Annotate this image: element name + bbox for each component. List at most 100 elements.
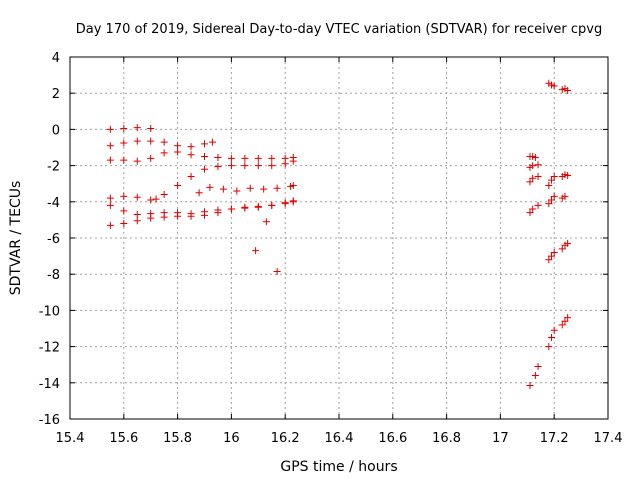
x-tick-label: 17.4 bbox=[594, 431, 623, 446]
data-point bbox=[534, 363, 542, 371]
ticks-layer: 15.4 15.6 15.8 16 16.2 16.4 16.6 16.8 17 17.2 17.4… bbox=[39, 51, 623, 446]
data-point bbox=[254, 202, 262, 210]
y-tick-label: 0 bbox=[52, 123, 60, 138]
data-point bbox=[545, 200, 553, 208]
data-point bbox=[227, 162, 235, 170]
data-point bbox=[201, 153, 208, 161]
data-point bbox=[241, 203, 249, 211]
data-point bbox=[209, 138, 217, 146]
data-point bbox=[160, 149, 168, 157]
data-point bbox=[133, 124, 141, 132]
x-tick-label: 16.4 bbox=[325, 431, 354, 446]
data-point bbox=[187, 212, 195, 220]
data-point bbox=[147, 137, 155, 145]
data-point bbox=[558, 321, 566, 329]
series-arc-h bbox=[526, 153, 542, 390]
data-point bbox=[289, 182, 297, 190]
data-point bbox=[534, 161, 542, 169]
data-point bbox=[268, 162, 276, 170]
data-point bbox=[262, 218, 270, 226]
data-point bbox=[106, 221, 114, 229]
data-point bbox=[214, 153, 222, 161]
data-point bbox=[529, 162, 537, 170]
data-point bbox=[289, 157, 297, 165]
chart-title: Day 170 of 2019, Sidereal Day-to-day VTE… bbox=[76, 22, 602, 37]
data-point bbox=[241, 162, 249, 170]
data-point bbox=[268, 154, 276, 162]
data-point bbox=[174, 142, 182, 150]
data-point bbox=[195, 189, 203, 197]
data-point bbox=[548, 334, 556, 342]
data-point bbox=[564, 86, 572, 94]
data-point bbox=[246, 184, 254, 192]
data-point bbox=[187, 172, 195, 180]
data-point bbox=[133, 210, 141, 218]
data-point bbox=[120, 192, 128, 200]
x-axis-label: GPS time / hours bbox=[280, 459, 397, 475]
data-point bbox=[526, 178, 534, 186]
y-tick-label: -8 bbox=[47, 268, 60, 283]
series-arc-g bbox=[195, 182, 297, 197]
data-point bbox=[187, 143, 195, 151]
data-point bbox=[289, 198, 297, 206]
series-isolated bbox=[252, 218, 281, 275]
data-point bbox=[219, 185, 227, 193]
data-point bbox=[227, 154, 235, 162]
data-point bbox=[526, 209, 534, 217]
data-point bbox=[534, 172, 542, 180]
x-tick-label: 16.2 bbox=[271, 431, 300, 446]
data-point bbox=[526, 382, 534, 390]
data-point bbox=[545, 182, 553, 190]
data-point bbox=[201, 140, 208, 148]
series-arc-c bbox=[106, 148, 297, 165]
data-point bbox=[558, 245, 566, 253]
x-tick-label: 15.8 bbox=[163, 431, 192, 446]
series-arc-f bbox=[106, 198, 297, 229]
y-axis-label: SDTVAR / TECUs bbox=[8, 181, 24, 296]
data-point bbox=[106, 142, 114, 150]
data-point bbox=[564, 172, 572, 180]
data-point bbox=[214, 163, 222, 171]
data-point bbox=[561, 317, 569, 325]
data-point bbox=[550, 192, 558, 200]
series-arc-b bbox=[106, 137, 217, 151]
data-point bbox=[201, 211, 208, 219]
data-point bbox=[531, 153, 539, 161]
data-point bbox=[531, 372, 539, 380]
data-point bbox=[564, 239, 572, 247]
data-point bbox=[561, 192, 569, 200]
data-point bbox=[214, 209, 222, 217]
data-point bbox=[534, 201, 542, 209]
data-point bbox=[548, 252, 556, 260]
data-point bbox=[174, 148, 182, 156]
y-tick-label: -10 bbox=[39, 304, 60, 319]
data-point bbox=[147, 214, 155, 222]
series-arc-j bbox=[558, 85, 572, 329]
y-tick-label: 2 bbox=[52, 87, 60, 102]
grid-layer bbox=[70, 57, 608, 419]
data-point bbox=[152, 195, 160, 203]
data-point bbox=[233, 187, 241, 195]
y-tick-label: -4 bbox=[47, 196, 60, 211]
x-tick-label: 15.6 bbox=[109, 431, 138, 446]
y-tick-label: 4 bbox=[52, 51, 60, 66]
data-point bbox=[548, 196, 556, 204]
y-tick-label: -16 bbox=[39, 413, 60, 428]
data-point bbox=[545, 343, 553, 351]
x-tick-label: 16.8 bbox=[432, 431, 461, 446]
x-tick-label: 17 bbox=[492, 431, 509, 446]
data-point bbox=[273, 267, 281, 275]
y-tick-label: -6 bbox=[47, 232, 60, 247]
data-point bbox=[160, 213, 168, 221]
data-point bbox=[227, 205, 235, 213]
data-point bbox=[120, 207, 128, 215]
data-point bbox=[174, 182, 182, 190]
data-point bbox=[133, 137, 141, 145]
y-tick-label: -12 bbox=[39, 341, 60, 356]
data-point bbox=[147, 154, 155, 162]
data-point bbox=[550, 82, 558, 90]
data-point bbox=[273, 184, 281, 192]
data-point bbox=[545, 256, 553, 264]
data-point bbox=[147, 124, 155, 132]
